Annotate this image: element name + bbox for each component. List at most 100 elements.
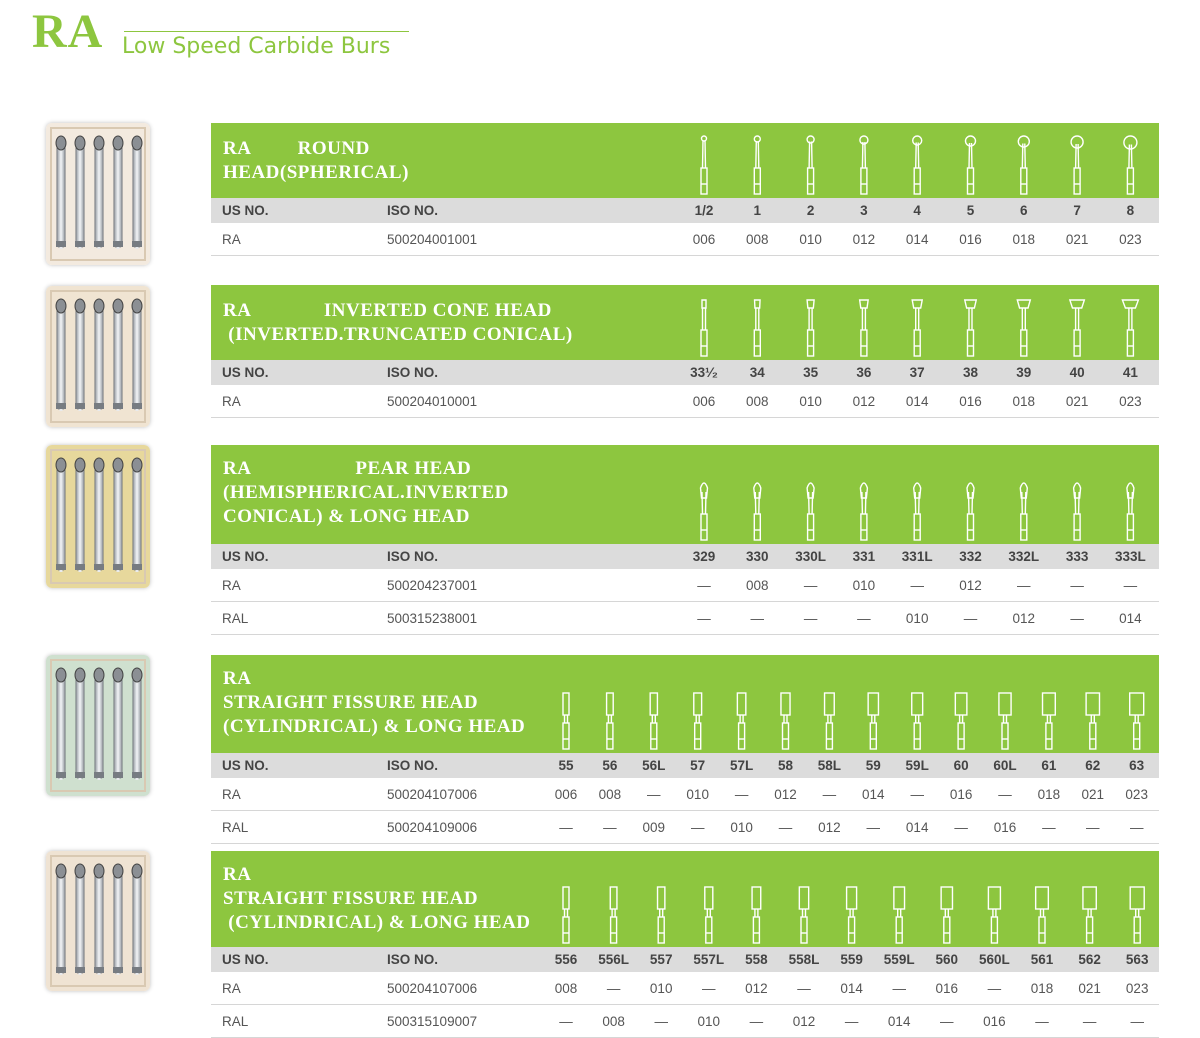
section-header: RA INVERTED CONE HEAD (INVERTED.TRUNCATE… xyxy=(211,285,1159,360)
size-value: — xyxy=(647,786,661,802)
size-value: — xyxy=(749,1013,764,1029)
section-header: RA PEAR HEAD (HEMISPHERICAL.INVERTED CON… xyxy=(211,445,1159,544)
iso-no-label: ISO NO. xyxy=(387,203,439,218)
size-value: 014 xyxy=(887,1013,911,1029)
section-title: RA INVERTED CONE HEAD (INVERTED.TRUNCATE… xyxy=(223,300,573,345)
iso-no-value: 500204107006 xyxy=(387,980,478,996)
section-title: RA ROUND HEAD(SPHERICAL) xyxy=(223,138,409,183)
size-label: 558L xyxy=(788,952,820,967)
bur-pictogram xyxy=(1016,299,1032,357)
bur-pictogram xyxy=(912,482,922,541)
bur-pictogram xyxy=(859,135,869,195)
size-value: 016 xyxy=(983,1013,1006,1029)
size-label: 4 xyxy=(913,203,921,218)
size-value: — xyxy=(910,577,924,593)
iso-no-value: 500315109007 xyxy=(387,1013,478,1029)
size-label: 562 xyxy=(1078,952,1101,967)
section-round: RA ROUND HEAD(SPHERICAL) US NO. ISO NO. 1/2… xyxy=(211,123,1159,256)
size-label: 329 xyxy=(692,549,716,564)
bur-in-box xyxy=(74,135,86,249)
size-value: — xyxy=(778,819,793,835)
section-header: RA ROUND HEAD(SPHERICAL) xyxy=(211,123,1159,198)
bur-pictogram xyxy=(700,135,708,195)
size-label: 563 xyxy=(1125,952,1149,967)
bur-pictogram xyxy=(1017,135,1030,195)
size-label: 37 xyxy=(909,365,925,380)
bur-pictogram xyxy=(954,692,968,750)
size-label: 1/2 xyxy=(694,203,714,218)
bur-pictogram xyxy=(1082,886,1097,944)
size-value: — xyxy=(803,610,818,626)
size-label: 561 xyxy=(1030,952,1054,967)
size-value: 006 xyxy=(692,231,716,247)
bur-pictogram-strip xyxy=(211,851,1159,947)
size-value: — xyxy=(1082,1013,1097,1029)
bur-in-box xyxy=(131,135,143,249)
size-label: 330L xyxy=(795,549,826,564)
size-value: 018 xyxy=(1012,231,1036,247)
size-value: 008 xyxy=(746,577,769,593)
section-cross-cut-fissure: RA STRAIGHT FISSURE HEAD (CYLINDRICAL) &… xyxy=(211,851,1159,1038)
iso-no-label: ISO NO. xyxy=(387,549,439,564)
iso-no-value: 500204109006 xyxy=(387,819,478,835)
bur-pictogram xyxy=(1041,692,1056,750)
size-label: 7 xyxy=(1073,203,1081,218)
size-value: 021 xyxy=(1065,393,1089,409)
size-value: 021 xyxy=(1065,231,1089,247)
size-value: — xyxy=(750,610,765,626)
size-label: 35 xyxy=(803,365,819,380)
size-label: 59L xyxy=(905,758,929,773)
size-label: 560L xyxy=(979,952,1010,967)
bur-pictogram xyxy=(605,692,614,750)
size-value: — xyxy=(1070,610,1084,626)
us-no-label: US NO. xyxy=(222,365,269,380)
size-label: 36 xyxy=(856,365,872,380)
iso-no-value: 500204001001 xyxy=(387,231,478,247)
bur-in-box xyxy=(55,298,67,411)
size-label: 559L xyxy=(883,952,915,967)
size-value: 008 xyxy=(554,980,578,996)
bur-in-box xyxy=(112,457,124,572)
bur-pictogram xyxy=(806,482,815,541)
bur-pictogram xyxy=(780,692,791,750)
bur-pictogram xyxy=(751,886,762,944)
table-row: RAL 500315109007 — 008 — 010 — 012 — 014 — 016 — — — xyxy=(211,1005,1159,1038)
section-title: RA STRAIGHT FISSURE HEAD (CYLINDRICAL) &… xyxy=(223,668,526,737)
iso-no-value: 500315238001 xyxy=(387,610,478,626)
size-label: 559 xyxy=(840,952,863,967)
inverted-cone-burs-box-photo xyxy=(46,286,150,427)
bur-pictogram xyxy=(893,886,906,944)
size-label: 3 xyxy=(860,203,868,218)
size-value: — xyxy=(559,1013,573,1029)
table-row: RAL 500315238001 — — — — 010 — 012 — 014 xyxy=(211,602,1159,635)
size-label: 59 xyxy=(865,758,881,773)
size-label: 56L xyxy=(642,758,666,773)
size-value: 014 xyxy=(905,231,929,247)
column-label-row: US NO. ISO NO. 55 56 56L 57 57L 58 58L 59 59L 60 60L… xyxy=(211,753,1159,778)
section-title: RA STRAIGHT FISSURE HEAD (CYLINDRICAL) &… xyxy=(223,864,531,933)
size-value: — xyxy=(606,980,621,996)
bur-pictogram xyxy=(753,482,762,541)
size-value: — xyxy=(734,786,749,802)
iso-no-label: ISO NO. xyxy=(387,758,439,773)
size-label: 332L xyxy=(1008,549,1040,564)
bur-pictogram xyxy=(911,299,924,357)
size-value: — xyxy=(940,1013,954,1029)
column-label-row: US NO. ISO NO. 329 330 330L 331 331L 332 332L 333… xyxy=(211,544,1159,569)
size-label: 8 xyxy=(1126,203,1135,218)
bur-pictogram xyxy=(966,482,975,541)
bur-pictogram xyxy=(562,692,570,750)
size-label: 58 xyxy=(777,758,794,773)
size-label: 60L xyxy=(993,758,1017,773)
size-value: 010 xyxy=(799,231,822,247)
size-value: 010 xyxy=(686,786,709,802)
bur-pictogram xyxy=(1129,886,1145,944)
us-no-label: US NO. xyxy=(222,549,269,564)
size-value: — xyxy=(998,786,1012,802)
size-label: 63 xyxy=(1129,758,1145,773)
size-label: 1 xyxy=(753,203,762,218)
size-label: 5 xyxy=(966,203,975,218)
bur-pictogram xyxy=(562,886,570,944)
bur-pictogram xyxy=(1034,886,1050,944)
size-value: 018 xyxy=(1012,393,1036,409)
